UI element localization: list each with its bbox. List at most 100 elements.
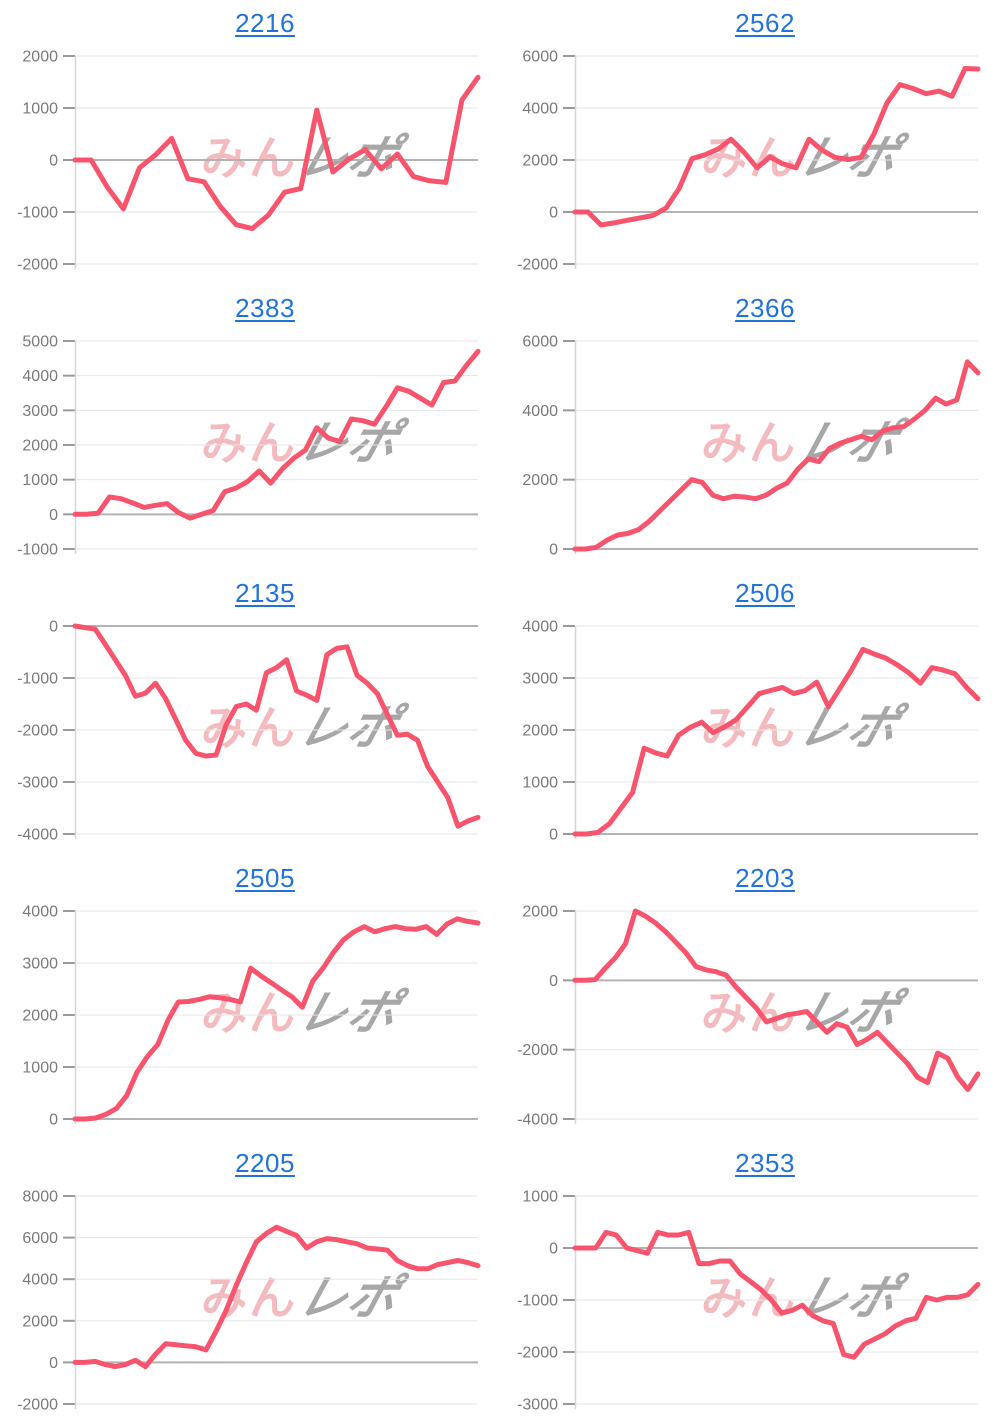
chart-plot-svg: 4000 3000 2000 1000 0 xyxy=(22,904,481,1129)
y-tick-label: 3000 xyxy=(22,403,58,420)
chart-plot-svg: 6000 4000 2000 0 xyxy=(522,334,981,559)
y-tick-label: -2000 xyxy=(517,257,558,274)
y-tick-label: -1000 xyxy=(17,205,58,222)
chart-title-link[interactable]: 2353 xyxy=(735,1147,795,1178)
y-tick-label: 2000 xyxy=(22,1313,58,1330)
chart-title-link[interactable]: 2366 xyxy=(735,292,795,323)
chart-title: 2205 xyxy=(30,1143,500,1183)
chart-cell-2505: 2505 みんレポ 4000 3000 2000 1000 0 xyxy=(0,858,500,1143)
chart-title-link[interactable]: 2562 xyxy=(735,7,795,38)
chart-cell-2205: 2205 みんレポ 8000 6000 4000 2000 0 -2000 xyxy=(0,1143,500,1428)
y-tick-label: 0 xyxy=(49,507,58,524)
series-line xyxy=(572,66,981,228)
chart-plot-svg: 2000 1000 0 -1000 -2000 xyxy=(17,49,481,274)
chart-cell-2216: 2216 みんレポ 2000 1000 0 -1000 -2000 xyxy=(0,3,500,288)
y-tick-label: 1000 xyxy=(522,1189,558,1206)
y-tick-label: 6000 xyxy=(522,334,558,351)
y-tick-label: 0 xyxy=(49,153,58,170)
series-line xyxy=(572,359,981,552)
y-tick-label: 4000 xyxy=(522,619,558,636)
y-tick-label: -1000 xyxy=(17,671,58,688)
chart-plot-svg: 8000 6000 4000 2000 0 -2000 xyxy=(17,1189,481,1414)
y-tick-label: 6000 xyxy=(22,1230,58,1247)
y-tick-label: 6000 xyxy=(522,49,558,66)
chart-title: 2383 xyxy=(30,288,500,328)
chart-cell-2506: 2506 みんレポ 4000 3000 2000 1000 0 xyxy=(500,573,1000,858)
y-tick-label: 4000 xyxy=(522,101,558,118)
series-line xyxy=(572,646,981,837)
y-tick-label: -2000 xyxy=(517,1345,558,1362)
y-tick-label: 0 xyxy=(549,973,558,990)
series-line xyxy=(72,74,481,232)
chart-title-link[interactable]: 2383 xyxy=(235,292,295,323)
y-tick-label: -4000 xyxy=(517,1112,558,1129)
chart-title: 2366 xyxy=(530,288,1000,328)
chart-cell-2203: 2203 みんレポ 2000 0 -2000 -4000 xyxy=(500,858,1000,1143)
chart-cell-2366: 2366 みんレポ 6000 4000 2000 0 xyxy=(500,288,1000,573)
y-tick-label: -1000 xyxy=(17,542,58,559)
y-tick-label: 0 xyxy=(549,827,558,844)
y-tick-label: 1000 xyxy=(22,472,58,489)
chart-title-link[interactable]: 2505 xyxy=(235,862,295,893)
y-tick-label: 5000 xyxy=(22,334,58,351)
chart-title: 2505 xyxy=(30,858,500,898)
series-line xyxy=(72,916,481,1122)
y-tick-label: -1000 xyxy=(517,1293,558,1310)
chart-cell-2353: 2353 みんレポ 1000 0 -1000 -2000 -3000 xyxy=(500,1143,1000,1428)
y-tick-label: 2000 xyxy=(522,723,558,740)
y-tick-label: 2000 xyxy=(22,438,58,455)
y-tick-label: -2000 xyxy=(517,1042,558,1059)
y-tick-label: 0 xyxy=(549,205,558,222)
chart-cell-2383: 2383 みんレポ 5000 4000 3000 2000 1000 0 -1000 xyxy=(0,288,500,573)
chart-title-link[interactable]: 2205 xyxy=(235,1147,295,1178)
y-tick-label: 2000 xyxy=(22,49,58,66)
chart-title: 2135 xyxy=(30,573,500,613)
y-tick-label: 2000 xyxy=(522,904,558,921)
series-line xyxy=(72,623,481,829)
chart-title-link[interactable]: 2506 xyxy=(735,577,795,608)
y-tick-label: 4000 xyxy=(522,403,558,420)
chart-plot-svg: 5000 4000 3000 2000 1000 0 -1000 xyxy=(17,334,481,559)
chart-title-link[interactable]: 2216 xyxy=(235,7,295,38)
chart-plot-svg: 1000 0 -1000 -2000 -3000 xyxy=(517,1189,981,1414)
y-tick-label: 0 xyxy=(549,1241,558,1258)
chart-title: 2506 xyxy=(530,573,1000,613)
y-tick-label: 1000 xyxy=(22,101,58,118)
y-tick-label: 3000 xyxy=(22,956,58,973)
chart-cell-2135: 2135 みんレポ 0 -1000 -2000 -3000 -4000 xyxy=(0,573,500,858)
chart-title: 2353 xyxy=(530,1143,1000,1183)
y-tick-label: 2000 xyxy=(522,153,558,170)
y-tick-label: 0 xyxy=(49,619,58,636)
chart-plot-svg: 4000 3000 2000 1000 0 xyxy=(522,619,981,844)
y-tick-label: 8000 xyxy=(22,1189,58,1206)
chart-plot-svg: 2000 0 -2000 -4000 xyxy=(517,904,981,1129)
y-tick-label: 0 xyxy=(49,1355,58,1372)
y-tick-label: 4000 xyxy=(22,904,58,921)
chart-title: 2562 xyxy=(530,3,1000,43)
y-tick-label: 2000 xyxy=(522,472,558,489)
y-tick-label: 1000 xyxy=(22,1060,58,1077)
series-line xyxy=(72,1224,481,1370)
chart-title-link[interactable]: 2135 xyxy=(235,577,295,608)
chart-plot-svg: 6000 4000 2000 0 -2000 xyxy=(517,49,981,274)
y-tick-label: -2000 xyxy=(17,257,58,274)
series-line xyxy=(72,348,481,521)
y-tick-label: 1000 xyxy=(522,775,558,792)
chart-cell-2562: 2562 みんレポ 6000 4000 2000 0 -2000 xyxy=(500,3,1000,288)
series-line xyxy=(572,1229,981,1360)
y-tick-label: -4000 xyxy=(17,827,58,844)
chart-title-link[interactable]: 2203 xyxy=(735,862,795,893)
y-tick-label: 0 xyxy=(49,1112,58,1129)
y-tick-label: 2000 xyxy=(22,1008,58,1025)
series-line xyxy=(572,908,981,1092)
y-tick-label: 0 xyxy=(549,542,558,559)
y-tick-label: 4000 xyxy=(22,1272,58,1289)
y-tick-label: 3000 xyxy=(522,671,558,688)
y-tick-label: 4000 xyxy=(22,368,58,385)
chart-plot-svg: 0 -1000 -2000 -3000 -4000 xyxy=(17,619,481,844)
chart-title: 2216 xyxy=(30,3,500,43)
y-tick-label: -2000 xyxy=(17,1397,58,1414)
y-tick-label: -3000 xyxy=(517,1397,558,1414)
chart-title: 2203 xyxy=(530,858,1000,898)
